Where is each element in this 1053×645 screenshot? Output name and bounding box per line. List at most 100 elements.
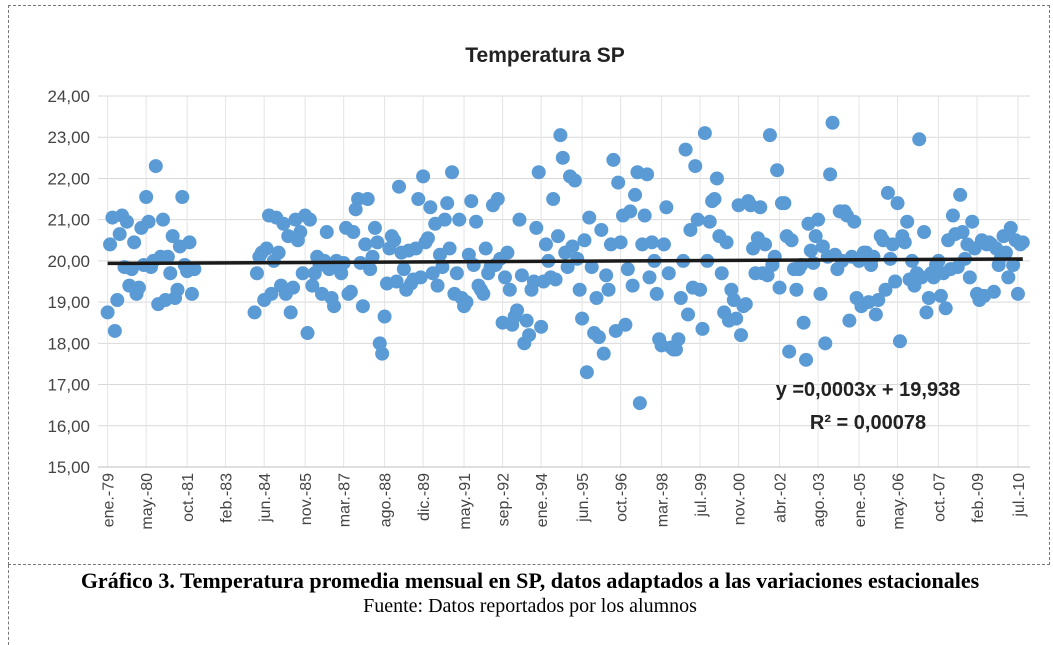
point [965,214,980,229]
point [295,266,310,281]
point [811,212,826,227]
point [962,270,977,285]
point [327,299,342,314]
point [163,266,178,281]
point [127,235,142,250]
point [367,220,382,235]
point [286,280,301,295]
chart: Temperatura SP 15,00 16,00 17,00 18,00 19,00… [47,44,1030,530]
point [671,332,686,347]
point [681,307,696,322]
point [659,200,674,215]
point [449,266,464,281]
x-tick-label: mar.-87 [337,473,354,527]
x-tick-label: ene.-05 [852,473,869,527]
point [892,334,907,349]
point [784,233,799,248]
point [900,214,915,229]
point [866,249,881,264]
y-tick-label: 24,00 [47,87,90,106]
point [919,305,934,320]
x-tick-label: oct.-07 [931,473,948,522]
point [880,185,895,200]
trendline-equation: y =0,0003x + 19,938 [776,379,961,401]
point [649,286,664,301]
point [945,208,960,223]
point [555,150,570,165]
point [690,212,705,227]
point [346,225,361,240]
point [548,272,563,287]
point [823,167,838,182]
y-tick-label: 16,00 [47,417,90,436]
point [445,165,460,180]
point [553,128,568,143]
point [165,229,180,244]
point [842,313,857,328]
point [387,233,402,248]
y-tick-label: 20,00 [47,252,90,271]
x-tick-label: jun.-84 [257,473,274,523]
point [522,328,537,343]
point [560,260,575,275]
point [640,167,655,182]
x-tick-label: may.-06 [891,473,908,530]
point [734,328,749,343]
x-tick-label: sep.-92 [496,473,513,526]
x-tick-label: oct.-96 [614,473,631,522]
point [702,214,717,229]
point [789,282,804,297]
point [377,309,392,324]
point [933,288,948,303]
point [697,126,712,141]
point [271,245,286,260]
point [813,286,828,301]
point [440,196,455,211]
point [124,262,139,277]
point [572,282,587,297]
point [141,214,156,229]
y-tick-label: 15,00 [47,458,90,477]
point [567,173,582,188]
x-tick-label: feb.-09 [970,473,987,523]
point [938,301,953,316]
x-tick-label: ene.-94 [534,473,551,527]
point [868,307,883,322]
point [107,323,122,338]
point [601,282,616,297]
point [642,270,657,285]
point [683,222,698,237]
point [1006,258,1021,273]
point [579,365,594,380]
point [888,274,903,289]
point [411,192,426,207]
point [714,266,729,281]
point [110,293,125,308]
point [695,321,710,336]
point [534,319,549,334]
point [160,249,175,264]
x-tick-label: oct.-81 [180,473,197,522]
y-tick-label: 23,00 [47,128,90,147]
point [276,216,291,231]
point [589,290,604,305]
point [300,326,315,341]
point [596,346,611,361]
point [772,280,787,295]
x-tick-label: dic.-89 [416,473,433,521]
x-tick-label: abr.-02 [773,473,790,523]
point [618,317,633,332]
caption-source: Fuente: Datos reportados por los alumnos [363,595,697,617]
trendline [107,257,1023,266]
point [796,315,811,330]
point [396,262,411,277]
point [360,192,375,207]
point [871,293,886,308]
x-tick-label: jun.-95 [575,473,592,523]
frame-line [8,565,9,645]
point [606,152,621,167]
point [611,175,626,190]
point [637,208,652,223]
point [452,212,467,227]
point [777,196,792,211]
